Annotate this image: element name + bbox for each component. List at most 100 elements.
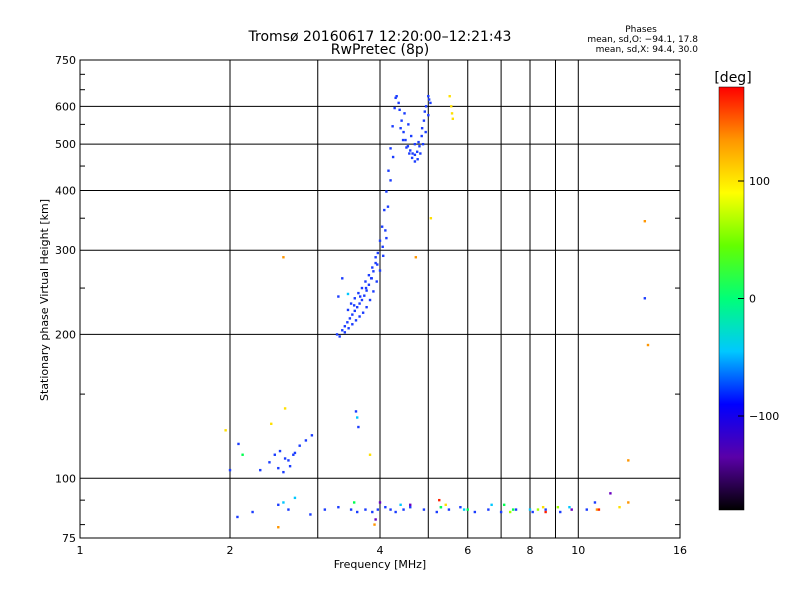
data-point (371, 510, 374, 514)
data-point (409, 505, 412, 509)
data-point (376, 251, 380, 255)
data-point (365, 305, 368, 309)
data-point (277, 503, 280, 507)
data-point (450, 105, 453, 108)
plot-frame (79, 59, 681, 539)
data-point (466, 508, 469, 511)
y-tick-label: 200 (55, 328, 76, 341)
data-point (397, 101, 400, 105)
data-point (368, 453, 372, 456)
data-point (371, 266, 374, 269)
data-point (293, 451, 297, 455)
data-point (427, 113, 430, 117)
data-point (413, 153, 417, 157)
data-point (462, 508, 466, 511)
data-point (417, 140, 420, 144)
data-point (383, 208, 386, 212)
stats-heading: Phases (625, 25, 657, 35)
data-point (273, 453, 276, 456)
x-tick-label: 1 (77, 544, 84, 557)
data-point (536, 508, 540, 511)
data-point (386, 205, 390, 208)
data-point (627, 459, 630, 462)
data-point (490, 503, 493, 507)
data-point (424, 105, 428, 108)
data-point (556, 505, 560, 509)
data-point (287, 459, 290, 462)
data-point (609, 492, 612, 495)
data-point (427, 94, 430, 98)
data-point (338, 335, 341, 338)
data-point (514, 508, 518, 511)
data-point (414, 256, 418, 259)
data-point (399, 126, 402, 130)
data-point (343, 331, 347, 334)
x-tick-label: 8 (527, 544, 534, 557)
data-point (394, 96, 397, 100)
data-point (364, 286, 368, 290)
data-point (282, 256, 285, 259)
grid (80, 60, 680, 538)
colorbar-tick-label: 0 (749, 293, 756, 306)
data-point (502, 503, 506, 507)
data-point (435, 510, 438, 514)
data-point (387, 169, 390, 172)
data-point (427, 98, 431, 101)
data-point (270, 422, 273, 426)
colorbar-tick-label: −100 (749, 410, 779, 423)
data-point (413, 142, 417, 146)
data-point (376, 263, 379, 266)
data-point (346, 321, 349, 324)
data-point (268, 461, 271, 464)
data-point (277, 466, 280, 470)
data-point (354, 410, 358, 413)
axis-ticks: 1 2 4 6 8 10 16 75 100 200 300 400 500 600 750 (55, 54, 687, 557)
data-point (372, 270, 375, 273)
chart-subtitle: RwPretec (8p) (331, 42, 429, 58)
data-point (354, 319, 358, 322)
data-point (499, 510, 503, 514)
data-point (283, 457, 287, 460)
data-point (374, 518, 377, 521)
data-point (595, 508, 599, 511)
data-point (593, 501, 597, 504)
data-point (357, 425, 360, 429)
data-point (337, 505, 340, 509)
x-tick-label: 16 (673, 544, 687, 557)
data-point (351, 313, 354, 316)
data-point (283, 407, 287, 410)
data-point (380, 225, 384, 228)
data-point (403, 112, 406, 115)
data-point (409, 503, 412, 507)
data-point (459, 505, 462, 509)
data-point (341, 277, 344, 280)
data-point (293, 496, 297, 500)
data-point (448, 94, 451, 98)
data-point (349, 508, 353, 511)
data-point (420, 134, 423, 138)
data-point (382, 254, 385, 258)
data-point (597, 508, 601, 511)
data-point (241, 453, 244, 456)
data-point (398, 108, 401, 112)
data-point (364, 508, 367, 511)
data-point (358, 302, 361, 305)
data-point (355, 305, 359, 309)
data-point (352, 501, 356, 504)
data-point (487, 508, 490, 511)
data-point (422, 508, 426, 511)
scatter-points (224, 94, 650, 529)
data-point (288, 464, 292, 468)
data-point (346, 308, 350, 312)
data-point (323, 508, 327, 511)
data-point (304, 439, 308, 442)
data-point (349, 302, 353, 305)
data-point (389, 508, 392, 511)
data-point (450, 112, 454, 115)
x-axis-label: Frequency [MHz] (334, 558, 426, 571)
data-point (351, 323, 354, 326)
data-point (559, 510, 562, 514)
data-point (415, 150, 419, 153)
data-point (337, 295, 340, 298)
data-point (335, 333, 339, 336)
